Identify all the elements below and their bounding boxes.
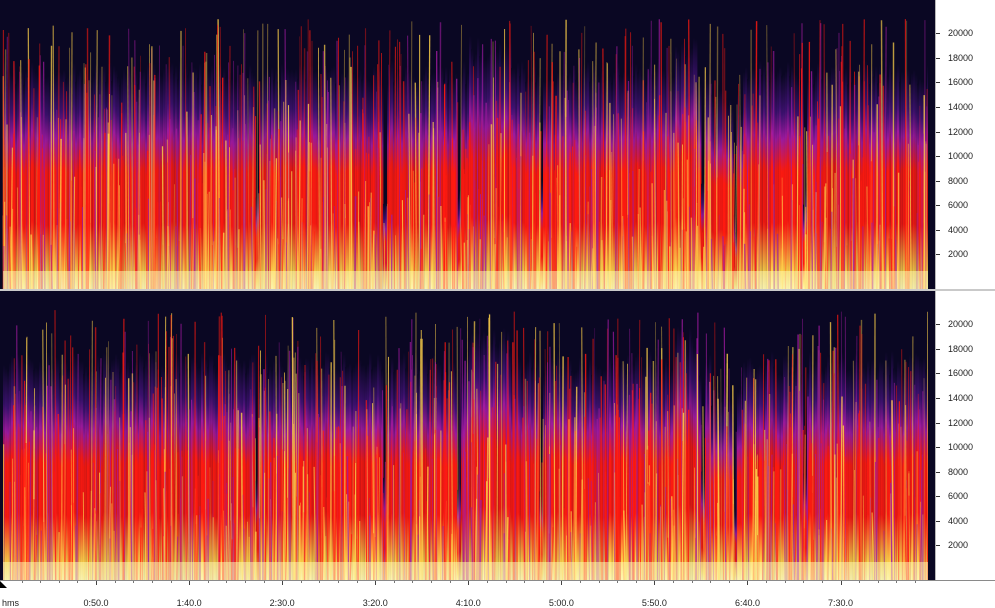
time-tick	[96, 581, 97, 585]
frequency-tick-label: 16000	[948, 368, 973, 378]
frequency-tick-label: 2000	[948, 540, 968, 550]
frequency-tick	[936, 230, 940, 231]
spectrogram-channel-1[interactable]	[0, 0, 935, 289]
time-tick	[282, 581, 283, 585]
frequency-tick-label: 18000	[948, 53, 973, 63]
frequency-tick	[936, 82, 940, 83]
time-minor-tick	[915, 581, 916, 583]
frequency-tick-label: 12000	[948, 127, 973, 137]
time-minor-tick	[338, 581, 339, 583]
frequency-tick-label: 6000	[948, 200, 968, 210]
time-minor-tick	[319, 581, 320, 583]
time-minor-tick	[710, 581, 711, 583]
frequency-axis-channel-2: 20000 18000 16000 14000 12000 10000 8000 6000 40…	[935, 291, 995, 580]
frequency-tick	[936, 132, 940, 133]
time-minor-tick	[394, 581, 395, 583]
frequency-tick	[936, 545, 940, 546]
time-minor-tick	[264, 581, 265, 583]
frequency-tick	[936, 33, 940, 34]
time-minor-tick	[208, 581, 209, 583]
time-minor-tick	[822, 581, 823, 583]
time-minor-tick	[133, 581, 134, 583]
time-minor-tick	[450, 581, 451, 583]
playhead-marker-icon[interactable]	[0, 581, 7, 588]
time-minor-tick	[692, 581, 693, 583]
frequency-tick-label: 6000	[948, 491, 968, 501]
time-tick	[375, 581, 376, 585]
time-minor-tick	[785, 581, 786, 583]
frequency-tick	[936, 472, 940, 473]
time-minor-tick	[543, 581, 544, 583]
time-minor-tick	[896, 581, 897, 583]
frequency-tick	[936, 496, 940, 497]
time-minor-tick	[245, 581, 246, 583]
frequency-tick-label: 18000	[948, 344, 973, 354]
time-tick	[561, 581, 562, 585]
time-minor-tick	[152, 581, 153, 583]
time-minor-tick	[506, 581, 507, 583]
frequency-tick-label: 12000	[948, 418, 973, 428]
frequency-tick-label: 16000	[948, 77, 973, 87]
spectrogram-channel-2[interactable]	[0, 291, 935, 580]
time-tick	[747, 581, 748, 585]
frequency-tick	[936, 324, 940, 325]
frequency-tick-label: 14000	[948, 393, 973, 403]
frequency-tick-label: 8000	[948, 176, 968, 186]
time-minor-tick	[636, 581, 637, 583]
time-tick	[654, 581, 655, 585]
frequency-tick-label: 10000	[948, 151, 973, 161]
time-minor-tick	[412, 581, 413, 583]
time-minor-tick	[673, 581, 674, 583]
time-minor-tick	[40, 581, 41, 583]
frequency-tick-label: 4000	[948, 516, 968, 526]
frequency-tick	[936, 398, 940, 399]
frequency-tick	[936, 349, 940, 350]
time-minor-tick	[803, 581, 804, 583]
frequency-tick-label: 2000	[948, 249, 968, 259]
frequency-tick	[936, 107, 940, 108]
time-minor-tick	[524, 581, 525, 583]
time-minor-tick	[115, 581, 116, 583]
time-minor-tick	[59, 581, 60, 583]
frequency-tick-label: 20000	[948, 28, 973, 38]
time-minor-tick	[766, 581, 767, 583]
time-minor-tick	[878, 581, 879, 583]
time-minor-tick	[617, 581, 618, 583]
spectrogram-image-channel-1	[0, 0, 935, 289]
time-minor-tick	[77, 581, 78, 583]
frequency-tick	[936, 447, 940, 448]
frequency-tick-label: 10000	[948, 442, 973, 452]
frequency-tick	[936, 521, 940, 522]
frequency-tick-label: 8000	[948, 467, 968, 477]
time-minor-tick	[859, 581, 860, 583]
spectrogram-image-channel-2	[0, 291, 935, 580]
time-minor-tick	[431, 581, 432, 583]
time-minor-tick	[729, 581, 730, 583]
frequency-tick	[936, 181, 940, 182]
frequency-tick	[936, 156, 940, 157]
frequency-tick	[936, 254, 940, 255]
frequency-tick	[936, 423, 940, 424]
time-tick	[841, 581, 842, 585]
time-minor-tick	[171, 581, 172, 583]
frequency-tick-label: 4000	[948, 225, 968, 235]
time-minor-tick	[487, 581, 488, 583]
frequency-tick	[936, 373, 940, 374]
time-minor-tick	[22, 581, 23, 583]
time-minor-tick	[580, 581, 581, 583]
time-minor-tick	[301, 581, 302, 583]
frequency-axis-channel-1: 20000 18000 16000 14000 12000 10000 8000 6000 40…	[935, 0, 995, 289]
frequency-tick	[936, 205, 940, 206]
frequency-tick-label: 20000	[948, 319, 973, 329]
time-minor-tick	[226, 581, 227, 583]
time-minor-tick	[357, 581, 358, 583]
time-tick	[189, 581, 190, 585]
time-tick	[468, 581, 469, 585]
frequency-tick-label: 14000	[948, 102, 973, 112]
time-minor-tick	[599, 581, 600, 583]
frequency-tick	[936, 58, 940, 59]
